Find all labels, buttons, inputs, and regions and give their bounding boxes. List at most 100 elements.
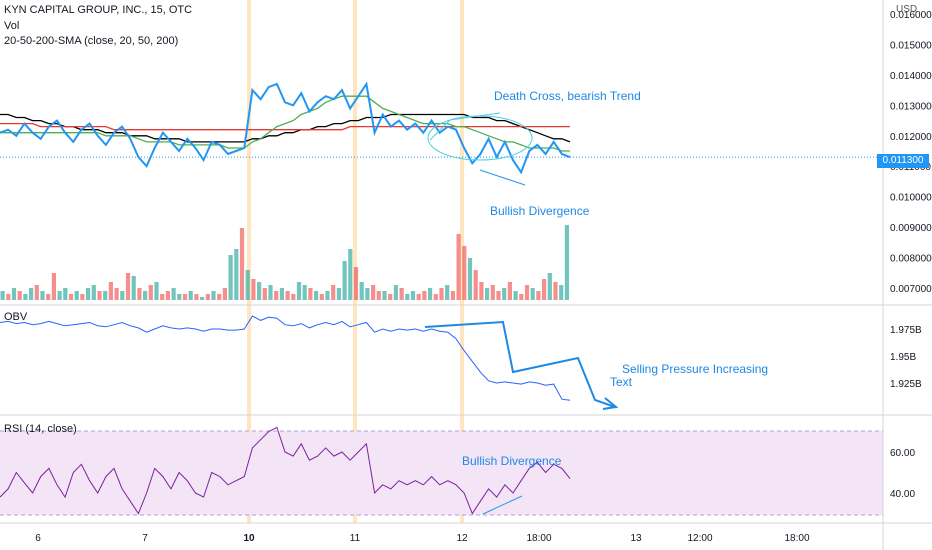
- volume-bar: [131, 276, 136, 300]
- volume-bar: [34, 285, 39, 300]
- volume-bar: [542, 279, 547, 300]
- volume-bar: [325, 291, 330, 300]
- volume-bar: [467, 258, 473, 300]
- volume-bar: [91, 285, 96, 300]
- price-tick-label: 0.009000: [890, 223, 932, 234]
- obv-line: [0, 315, 571, 401]
- volume-bar: [182, 294, 188, 300]
- vol-label[interactable]: Vol: [4, 20, 20, 32]
- volume-bar: [502, 288, 507, 300]
- volume-bar: [439, 288, 444, 300]
- volume-bar: [108, 282, 113, 300]
- volume-bar: [257, 282, 262, 300]
- volume-bar: [46, 294, 51, 300]
- volume-bar: [228, 255, 233, 300]
- volume-bar: [479, 282, 484, 300]
- volume-bar: [382, 291, 387, 300]
- volume-bar: [103, 291, 108, 300]
- rsi-line: [0, 426, 571, 515]
- x-tick-label: 6: [35, 533, 41, 544]
- price-tick-label: 0.014000: [890, 71, 932, 82]
- volume-bar: [524, 285, 530, 300]
- volume-bar: [274, 291, 279, 300]
- volume-bar: [148, 285, 153, 300]
- selling-pressure-arrowhead: [602, 397, 619, 410]
- volume-bar: [490, 285, 495, 300]
- volume-bar: [399, 288, 404, 300]
- selling-pressure-text-annotation[interactable]: Text: [610, 375, 633, 389]
- volume-bar: [308, 288, 313, 300]
- x-tick-label: 10: [243, 533, 255, 544]
- volume-bar: [485, 288, 490, 300]
- volume-bar: [51, 273, 56, 300]
- series-line-sma-50: [0, 122, 570, 131]
- rsi-band: [0, 431, 883, 515]
- volume-bar: [353, 267, 359, 300]
- rsi-divergence-line: [482, 495, 523, 515]
- x-tick-label: 11: [350, 533, 361, 544]
- volume-bar: [336, 288, 341, 300]
- last-price-label: 0.011300: [877, 154, 929, 168]
- volume-bar: [239, 228, 245, 300]
- volume-bar: [97, 291, 102, 300]
- volume-bar: [405, 294, 410, 300]
- volume-bar: [564, 225, 569, 300]
- volume-bar: [86, 288, 91, 300]
- obv-label[interactable]: OBV: [4, 311, 28, 323]
- volume-bar: [553, 282, 558, 300]
- volume-bar: [416, 294, 421, 300]
- volume-bar: [234, 249, 239, 300]
- obv-tick-label: 1.925B: [890, 379, 922, 390]
- series-line-sma-20: [0, 95, 570, 152]
- volume-bar: [160, 294, 165, 300]
- volume-bar: [462, 246, 467, 300]
- volume-bar: [319, 294, 324, 300]
- price-divergence-line: [479, 169, 526, 186]
- sma-label[interactable]: 20-50-200-SMA (close, 20, 50, 200): [4, 35, 179, 47]
- volume-bar: [251, 279, 256, 300]
- volume-bar: [450, 291, 455, 300]
- volume-bar: [137, 288, 142, 300]
- symbol-title[interactable]: KYN CAPITAL GROUP, INC., 15, OTC: [4, 4, 193, 16]
- volume-bar: [40, 291, 45, 300]
- x-tick-label: 12:00: [687, 533, 712, 544]
- x-tick-label: 18:00: [784, 533, 809, 544]
- volume-bar: [80, 294, 85, 300]
- volume-bar: [6, 294, 11, 300]
- volume-bar: [519, 294, 524, 300]
- volume-bar: [285, 291, 290, 300]
- volume-bar: [29, 288, 34, 300]
- death-cross-annotation[interactable]: Death Cross, bearish Trend: [494, 89, 641, 103]
- volume-bar: [433, 294, 438, 300]
- volume-bar: [496, 291, 501, 300]
- x-tick-label: 18:00: [526, 533, 551, 544]
- volume-bar: [57, 291, 62, 300]
- volume-bar: [17, 291, 22, 300]
- volume-bar: [0, 291, 5, 300]
- volume-bar: [217, 294, 222, 300]
- price-tick-label: 0.008000: [890, 254, 932, 265]
- volume-bar: [371, 285, 376, 300]
- price-tick-label: 0.013000: [890, 101, 932, 112]
- price-tick-label: 0.012000: [890, 132, 932, 143]
- obv-tick-label: 1.95B: [890, 352, 916, 363]
- x-tick-label: 7: [142, 533, 148, 544]
- session-highlight: [353, 0, 357, 523]
- volume-bar: [348, 249, 353, 300]
- price-tick-label: 0.010000: [890, 193, 932, 204]
- volume-bar: [200, 297, 205, 300]
- price-tick-label: 0.007000: [890, 284, 932, 295]
- bullish-divergence-rsi-annotation[interactable]: Bullish Divergence: [462, 454, 562, 468]
- currency-label: USD: [896, 4, 918, 15]
- volume-bar: [205, 294, 210, 300]
- volume-bar: [422, 291, 427, 300]
- volume-bar: [194, 294, 199, 300]
- selling-pressure-annotation[interactable]: Selling Pressure Increasing: [622, 362, 769, 376]
- rsi-label[interactable]: RSI (14, close): [4, 423, 77, 435]
- bullish-divergence-price-annotation[interactable]: Bullish Divergence: [490, 204, 590, 218]
- volume-bar: [11, 288, 17, 300]
- death-cross-curve: [429, 112, 501, 141]
- volume-bar: [143, 291, 148, 300]
